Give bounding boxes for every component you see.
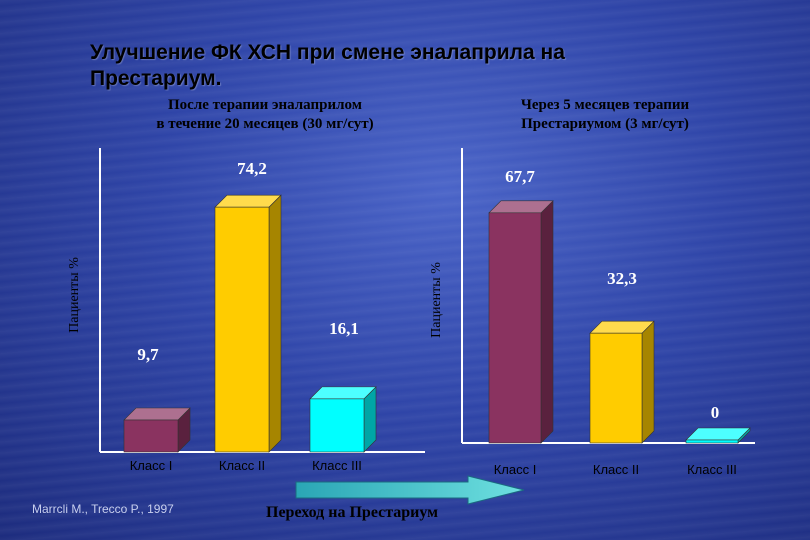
right-bar-side-1 xyxy=(540,200,554,444)
right-value-label-2: 32,3 xyxy=(607,269,637,288)
left-bar-side-2 xyxy=(268,194,282,453)
left-bar-top-3 xyxy=(309,386,377,400)
left-category-label-3: Класс III xyxy=(312,458,362,473)
left-value-label-1: 9,7 xyxy=(137,345,159,364)
right-bar-1 xyxy=(488,212,542,444)
right-chart: Пациенты % 67,7 Класс I 32,3 Класс II 0 Класс … xyxy=(429,148,755,477)
right-category-label-1: Класс I xyxy=(494,462,537,477)
right-bar-side-2 xyxy=(641,320,655,444)
left-value-label-3: 16,1 xyxy=(329,319,359,338)
slide-title: Улучшение ФК ХСН при смене эналаприла на… xyxy=(90,40,710,92)
left-subtitle-line-2: в течение 20 месяцев (30 мг/сут) xyxy=(156,116,374,132)
right-category-label-3: Класс III xyxy=(687,462,737,477)
right-y-axis-label: Пациенты % xyxy=(429,262,444,338)
left-bar-3 xyxy=(309,398,365,453)
left-subtitle-line-1: После терапии эналаприлом xyxy=(168,97,362,113)
left-category-label-2: Класс II xyxy=(219,458,265,473)
left-y-axis-label: Пациенты % xyxy=(67,257,82,333)
left-category-label-1: Класс I xyxy=(130,458,173,473)
left-bar-2 xyxy=(214,206,270,453)
left-value-label-2: 74,2 xyxy=(237,159,267,178)
right-value-label-1: 67,7 xyxy=(505,167,535,186)
right-value-label-3: 0 xyxy=(711,403,720,422)
left-chart: Пациенты % 9,7 Класс I 74,2 Класс II 16,1 Клас… xyxy=(67,148,425,473)
right-subtitle-line-2: Престариумом (3 мг/сут) xyxy=(521,116,689,132)
title-line-1: Улучшение ФК ХСН при смене эналаприла на xyxy=(90,41,565,64)
source-credit: Marrcli M., Trecco P., 1997 xyxy=(32,502,174,516)
transition-arrow xyxy=(295,475,525,505)
title-line-2: Престариум. xyxy=(90,67,222,90)
right-category-label-2: Класс II xyxy=(593,462,639,477)
left-bar-top-1 xyxy=(123,407,191,421)
left-subtitle: После терапии эналаприлом в течение 20 м… xyxy=(110,96,420,134)
right-bar-3 xyxy=(685,439,739,444)
right-subtitle: Через 5 месяцев терапии Престариумом (3 … xyxy=(470,96,740,134)
transition-label: Переход на Престариум xyxy=(266,504,439,521)
left-bar-top-2 xyxy=(214,194,282,208)
left-bar-1 xyxy=(123,419,179,453)
right-subtitle-line-1: Через 5 месяцев терапии xyxy=(520,97,690,113)
right-bar-2 xyxy=(589,332,643,444)
